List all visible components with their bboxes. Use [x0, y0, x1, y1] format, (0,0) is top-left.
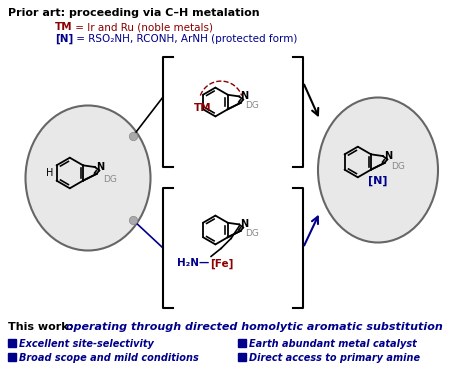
- Text: TM: TM: [194, 103, 212, 113]
- Text: DG: DG: [245, 101, 259, 110]
- Text: Broad scope and mild conditions: Broad scope and mild conditions: [19, 353, 199, 363]
- Bar: [8, 353, 16, 361]
- Text: Prior art: proceeding via C–H metalation: Prior art: proceeding via C–H metalation: [8, 8, 260, 18]
- Text: = RSO₂NH, RCONH, ArNH (protected form): = RSO₂NH, RCONH, ArNH (protected form): [73, 34, 297, 44]
- Text: [Fe]: [Fe]: [210, 259, 234, 269]
- Text: This work:: This work:: [8, 322, 73, 332]
- Ellipse shape: [318, 98, 438, 243]
- Text: H₂N—: H₂N—: [177, 259, 209, 268]
- Text: N: N: [96, 162, 104, 172]
- Text: Direct access to primary amine: Direct access to primary amine: [249, 353, 420, 363]
- Text: [N]: [N]: [368, 176, 388, 186]
- Text: DG: DG: [391, 162, 405, 171]
- Text: N: N: [384, 151, 392, 161]
- Text: [N]: [N]: [55, 34, 73, 44]
- Text: DG: DG: [245, 229, 259, 238]
- Text: TM: TM: [55, 22, 73, 32]
- Text: Excellent site-selectivity: Excellent site-selectivity: [19, 339, 154, 349]
- Text: H: H: [46, 168, 54, 178]
- Text: N: N: [240, 91, 248, 101]
- Bar: [238, 339, 246, 347]
- Bar: [238, 353, 246, 361]
- Text: N: N: [240, 220, 248, 229]
- Text: DG: DG: [103, 175, 117, 184]
- Text: operating through directed homolytic aromatic substitution: operating through directed homolytic aro…: [62, 322, 443, 332]
- Bar: [8, 339, 16, 347]
- Text: Earth abundant metal catalyst: Earth abundant metal catalyst: [249, 339, 417, 349]
- Text: = Ir and Ru (noble metals): = Ir and Ru (noble metals): [72, 22, 213, 32]
- Ellipse shape: [26, 106, 151, 250]
